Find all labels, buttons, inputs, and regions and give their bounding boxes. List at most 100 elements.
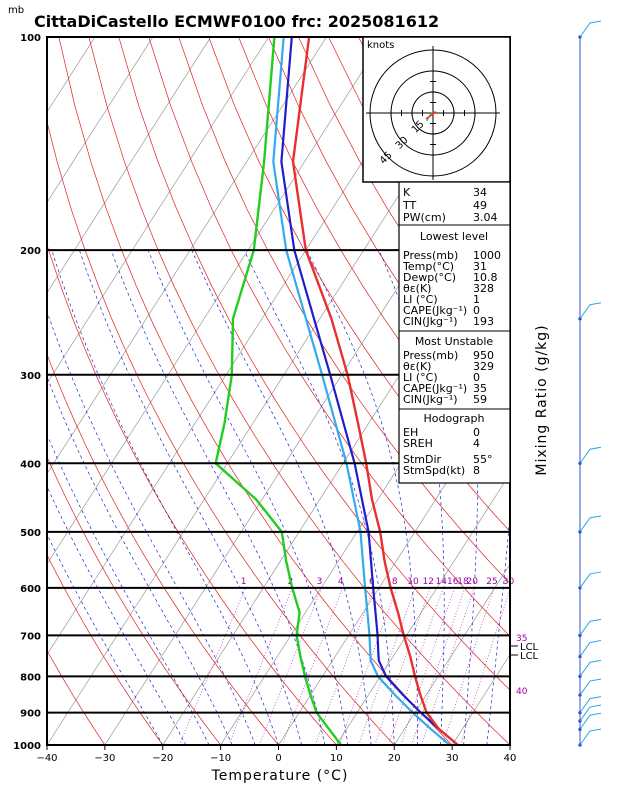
- ll-press-value: 1000: [473, 249, 501, 262]
- isotherm-line: [47, 37, 385, 565]
- hodograph: knots 15 30 45: [362, 36, 511, 183]
- hodograph-header: Hodograph: [424, 412, 485, 425]
- hodo-trace-mid: [425, 111, 437, 120]
- mixing-ratio-label: 3: [317, 577, 323, 587]
- pressure-tick-label: 900: [20, 709, 41, 720]
- wind-barb: [579, 302, 602, 320]
- dry-adiabat-line: [47, 120, 395, 745]
- moist-adiabat-line: [47, 376, 233, 745]
- ll-dewp-value: 10.8: [473, 271, 498, 284]
- parcel-path: [280, 37, 459, 745]
- mu-thetae-value: 329: [473, 360, 494, 373]
- moist-adiabat-line: [110, 249, 326, 745]
- isotherm-line: [47, 37, 154, 204]
- index-k-value: 34: [473, 186, 487, 199]
- hodo-stmspd-name: StmSpd(kt): [403, 464, 465, 477]
- dry-adiabat-line: [47, 554, 164, 745]
- hodo-eh-name: EH: [403, 426, 418, 439]
- mixing-ratio-line: [179, 587, 246, 745]
- mu-cape-value: 35: [473, 382, 487, 395]
- dewpoint-profile: [214, 37, 342, 745]
- indices-panel: K 34 TT 49 PW(cm) 3.04 Lowest level Pres…: [398, 181, 511, 484]
- temperature-tick-label: −10: [210, 753, 231, 764]
- pressure-tick-label: 1000: [13, 741, 41, 752]
- mu-cin-name: CIN(Jkg⁻¹): [403, 393, 458, 406]
- moist-adiabat-line: [147, 249, 349, 745]
- ll-cin-value: 193: [473, 315, 494, 328]
- wind-barb: [579, 696, 602, 713]
- pressure-tick-label: 100: [20, 33, 41, 44]
- wind-barb: [579, 728, 602, 746]
- pressure-tick-label: 300: [20, 371, 41, 382]
- ll-thetae-name: θε(K): [403, 282, 431, 295]
- mixing-ratio-label: 18: [457, 577, 469, 587]
- wind-barb: [579, 515, 602, 533]
- mixing-ratio-line: [411, 587, 466, 745]
- indices-frame: [398, 181, 511, 484]
- ll-li-value: 1: [473, 293, 480, 306]
- dry-adiabat-line: [238, 37, 510, 481]
- ll-temp-value: 31: [473, 260, 487, 273]
- chart-title: CittaDiCastello ECMWF0100 frc: 202508161…: [34, 12, 439, 31]
- hodo-stmdir-value: 55°: [473, 453, 493, 466]
- mixing-ratio-label: 14: [436, 577, 448, 587]
- mu-press-name: Press(mb): [403, 349, 458, 362]
- most-unstable-header: Most Unstable: [415, 335, 494, 348]
- wind-barb: [579, 659, 602, 677]
- index-tt-value: 49: [473, 199, 487, 212]
- temperature-tick-label: 10: [330, 753, 343, 764]
- dry-adiabat-line: [208, 37, 510, 532]
- mixing-ratio-label: 10: [407, 577, 419, 587]
- pressure-unit-label: mb: [8, 5, 24, 16]
- hodo-stmdir-name: StmDir: [403, 453, 442, 466]
- isotherm-line: [47, 37, 269, 384]
- index-pw-value: 3.04: [473, 211, 498, 224]
- index-pw-name: PW(cm): [403, 211, 446, 224]
- mixing-ratio-line: [228, 587, 293, 745]
- ll-li-name: LI (°C): [403, 293, 438, 306]
- lcl-label-2: LCL: [520, 651, 539, 662]
- dry-adiabat-line: [118, 37, 510, 691]
- mu-thetae-name: θε(K): [403, 360, 431, 373]
- dry-adiabat-line: [88, 37, 510, 745]
- moist-adiabat-line: [51, 249, 279, 745]
- hodograph-units: knots: [367, 40, 394, 51]
- mu-cape-name: CAPE(Jkg⁻¹): [403, 382, 467, 395]
- isotherm-line: [47, 37, 212, 294]
- temperature-tick-label: −40: [36, 753, 57, 764]
- wind-barb: [579, 446, 602, 464]
- pressure-tick-label: 700: [20, 631, 41, 642]
- temperature-axis: −40 −30 −20 −10 0 10 20 30 40: [36, 745, 516, 764]
- temperature-tick-label: −30: [94, 753, 115, 764]
- ll-dewp-name: Dewp(°C): [403, 271, 456, 284]
- mixing-ratio-line: [400, 587, 456, 745]
- wind-barb: [579, 571, 602, 589]
- mixing-ratio-label: 30: [503, 577, 515, 587]
- dry-adiabat-line: [47, 243, 337, 745]
- mixing-ratio-line: [281, 587, 344, 745]
- mu-li-name: LI (°C): [403, 371, 438, 384]
- theta-e-label-35: 35: [516, 634, 527, 644]
- mixing-ratio-label: 4: [338, 577, 344, 587]
- hodo-sreh-name: SREH: [403, 437, 433, 450]
- wind-barb: [579, 618, 602, 636]
- mu-li-value: 0: [473, 371, 480, 384]
- wind-barb: [579, 20, 602, 38]
- temperature-tick-label: 40: [504, 753, 517, 764]
- ll-cape-value: 0: [473, 304, 480, 317]
- mu-press-value: 950: [473, 349, 494, 362]
- wind-barb: [579, 712, 602, 730]
- ll-temp-name: Temp(°C): [402, 260, 454, 273]
- temperature-tick-label: −20: [152, 753, 173, 764]
- wind-barb: [579, 704, 602, 722]
- lowest-level-header: Lowest level: [420, 230, 488, 243]
- mixing-ratio-label: 12: [422, 577, 433, 587]
- hodo-eh-value: 0: [473, 426, 480, 439]
- wind-barb-column: [578, 20, 602, 747]
- mixing-ratio-label: 25: [486, 577, 497, 587]
- isotherm-line: [568, 37, 618, 745]
- moist-adiabat-line: [47, 310, 256, 745]
- hodo-stmspd-value: 8: [473, 464, 480, 477]
- hodograph-frame: [362, 36, 511, 183]
- mixing-ratio-axis-label: Mixing Ratio (g/kg): [534, 324, 550, 475]
